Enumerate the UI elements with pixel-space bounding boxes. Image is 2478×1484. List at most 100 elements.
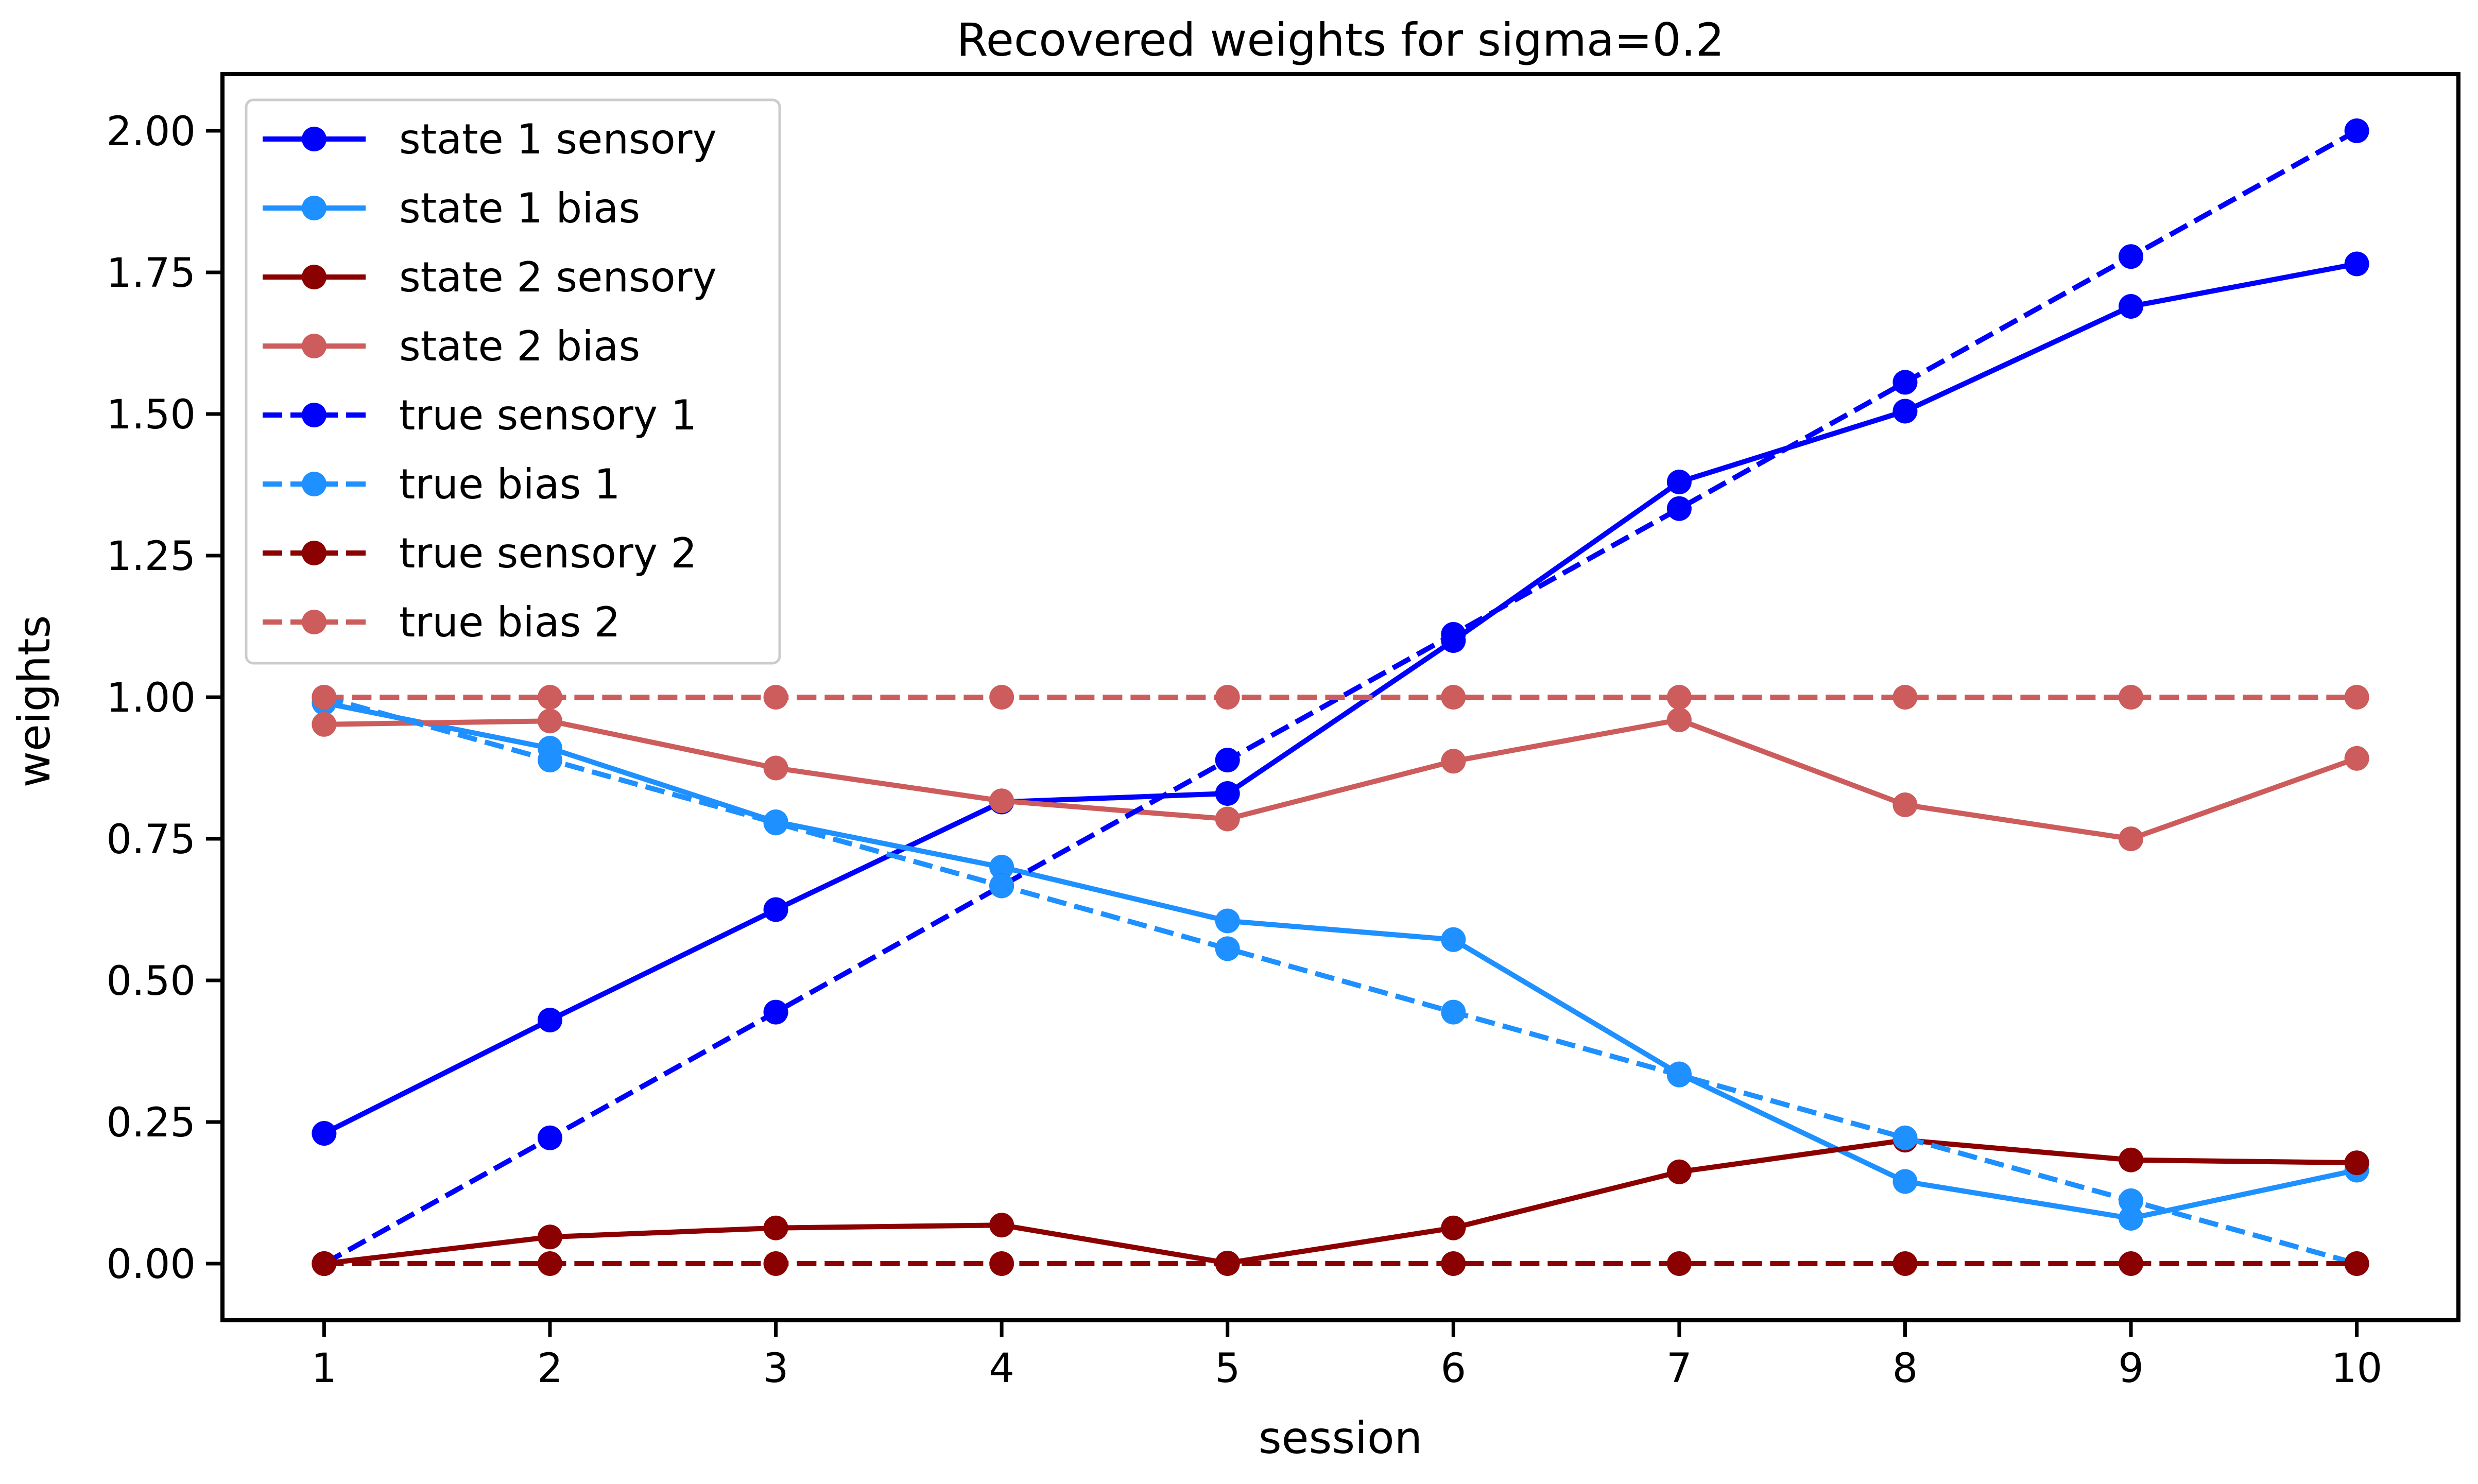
legend-label: state 2 bias: [399, 322, 640, 370]
data-point: [2344, 1251, 2369, 1276]
data-point: [537, 1008, 562, 1032]
data-point: [1666, 1062, 1692, 1088]
series-true-sensory-1: [312, 118, 2369, 1276]
data-point: [1441, 1215, 1466, 1240]
series-state-2-bias: [312, 708, 2369, 851]
data-point: [312, 1121, 337, 1146]
data-point: [763, 755, 788, 781]
data-point: [1215, 806, 1240, 832]
data-point: [1215, 685, 1240, 710]
data-point: [2119, 244, 2144, 269]
data-point: [1666, 1251, 1692, 1276]
legend-swatch-marker: [302, 334, 326, 358]
series-line: [323, 261, 2357, 1136]
data-point: [312, 712, 337, 737]
data-point: [1215, 908, 1240, 934]
data-point: [2344, 685, 2369, 710]
x-tick-label: 7: [1666, 1345, 1692, 1392]
legend-swatch-marker: [302, 403, 326, 427]
data-point: [989, 855, 1014, 879]
x-tick-label: 10: [2331, 1345, 2382, 1392]
data-point: [2119, 294, 2144, 319]
x-axis-label: session: [1259, 1412, 1422, 1464]
data-point: [763, 1251, 788, 1276]
data-point: [537, 709, 562, 734]
data-point: [1441, 999, 1466, 1025]
data-point: [763, 999, 788, 1025]
data-point: [1666, 708, 1692, 732]
series-true-sensory-2: [312, 1251, 2369, 1276]
legend-entry: state 1 bias: [263, 184, 640, 232]
data-point: [537, 1125, 562, 1150]
legend-label: true sensory 2: [399, 529, 697, 577]
data-point: [989, 788, 1014, 814]
y-axis-ticks: 0.00 0.25 0.50 0.75 1.00 1.25 1.50 1.75 2.00: [106, 109, 222, 1288]
y-tick-label: 0.00: [106, 1241, 196, 1288]
legend-label: true bias 2: [399, 598, 621, 646]
y-tick-label: 0.75: [106, 817, 196, 863]
legend-box: [245, 98, 781, 665]
data-point: [2119, 685, 2144, 710]
legend-entry: true sensory 1: [263, 391, 697, 439]
x-tick-label: 9: [2118, 1345, 2144, 1392]
data-point: [1892, 792, 1918, 817]
legend-entry: true sensory 2: [263, 529, 697, 577]
data-point: [1441, 685, 1466, 710]
data-point: [537, 748, 562, 773]
legend-swatch-marker: [302, 127, 326, 151]
series-line: [323, 700, 2357, 1221]
legend-entry: state 1 sensory: [263, 115, 717, 163]
x-tick-label: 8: [1892, 1345, 1918, 1392]
data-point: [312, 685, 337, 710]
data-point: [989, 873, 1014, 899]
y-tick-label: 0.50: [106, 958, 196, 1005]
data-point: [989, 1251, 1014, 1276]
legend-label: state 1 sensory: [399, 115, 717, 163]
data-point: [2119, 826, 2144, 851]
x-tick-label: 5: [1215, 1345, 1241, 1392]
legend-swatch-marker: [302, 265, 326, 289]
data-point: [1892, 1125, 1918, 1150]
data-point: [2344, 251, 2369, 277]
data-point: [1441, 749, 1466, 774]
x-tick-label: 1: [312, 1345, 337, 1392]
data-point: [1215, 748, 1240, 773]
data-point: [763, 810, 788, 836]
data-point: [1441, 622, 1466, 647]
data-point: [989, 1213, 1014, 1238]
legend: state 1 sensory state 1 bias state 2 senso…: [245, 98, 781, 665]
data-point: [1892, 370, 1918, 395]
y-tick-label: 1.50: [106, 392, 196, 438]
data-point: [1666, 685, 1692, 710]
y-tick-label: 1.00: [106, 675, 196, 721]
x-tick-label: 6: [1440, 1345, 1466, 1392]
legend-swatch-marker: [302, 541, 326, 565]
data-point: [1441, 927, 1466, 952]
data-point: [1215, 1251, 1240, 1276]
data-point: [1666, 496, 1692, 521]
x-tick-label: 3: [763, 1345, 789, 1392]
data-point: [537, 685, 562, 710]
legend-entry: true bias 2: [263, 598, 621, 646]
legend-entry: true bias 1: [263, 460, 621, 508]
plot-lines: [312, 118, 2369, 1276]
series-line: [323, 695, 2357, 1266]
y-tick-label: 1.75: [106, 250, 196, 297]
data-point: [1892, 399, 1918, 424]
data-point: [2119, 1251, 2144, 1276]
legend-swatch-marker: [302, 472, 326, 496]
data-point: [989, 685, 1014, 710]
y-tick-label: 1.25: [106, 533, 196, 580]
data-point: [1666, 1159, 1692, 1184]
data-point: [1666, 470, 1692, 494]
legend-label: state 2 sensory: [399, 253, 717, 301]
data-point: [2119, 1206, 2144, 1231]
data-point: [763, 685, 788, 710]
data-point: [2119, 1188, 2144, 1213]
x-tick-label: 4: [989, 1345, 1014, 1392]
data-point: [763, 1215, 788, 1240]
data-point: [312, 1251, 337, 1276]
legend-label: true bias 1: [399, 460, 621, 508]
legend-swatch-marker: [302, 196, 326, 220]
